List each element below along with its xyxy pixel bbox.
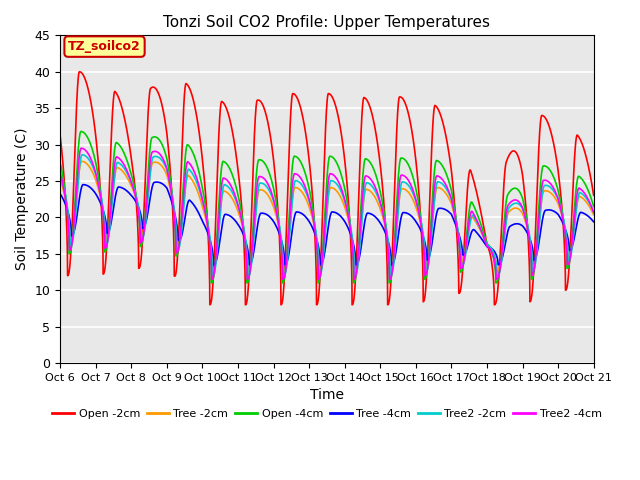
Tree2 -4cm <box>56 170 64 176</box>
Tree2 -2cm <box>425 258 433 264</box>
Tree -2cm <box>468 214 476 220</box>
Tree2 -4cm <box>90 164 98 170</box>
Tree -2cm <box>90 172 98 178</box>
Open -2cm <box>120 112 127 118</box>
Open -2cm <box>120 115 128 121</box>
Line: Tree2 -2cm: Tree2 -2cm <box>60 155 594 276</box>
Tree -2cm <box>120 170 128 176</box>
Open -2cm <box>56 133 64 139</box>
Tree -4cm <box>120 186 127 192</box>
Line: Open -2cm: Open -2cm <box>60 72 594 305</box>
Tree -2cm <box>425 253 433 259</box>
Tree -4cm <box>90 188 98 194</box>
Open -4cm <box>77 129 84 134</box>
Tree -4cm <box>56 191 64 197</box>
Tree2 -4cm <box>120 161 127 167</box>
Open -2cm <box>90 119 98 124</box>
Tree2 -4cm <box>223 177 230 182</box>
Open -2cm <box>206 302 214 308</box>
Line: Tree2 -4cm: Tree2 -4cm <box>60 148 594 279</box>
Legend: Open -2cm, Tree -2cm, Open -4cm, Tree -4cm, Tree2 -2cm, Tree2 -4cm: Open -2cm, Tree -2cm, Open -4cm, Tree -4… <box>47 404 606 423</box>
Tree -4cm <box>425 254 433 260</box>
Open -2cm <box>223 105 230 111</box>
Tree2 -2cm <box>223 182 230 188</box>
Tree -4cm <box>120 186 128 192</box>
Tree -4cm <box>153 179 161 185</box>
Tree2 -2cm <box>90 167 98 172</box>
Open -2cm <box>468 173 476 179</box>
Tree2 -2cm <box>78 152 86 157</box>
Tree2 -4cm <box>468 209 476 215</box>
Tree -2cm <box>78 158 86 164</box>
Line: Tree -2cm: Tree -2cm <box>60 161 594 272</box>
Tree2 -2cm <box>120 165 127 170</box>
Tree -2cm <box>208 269 216 275</box>
Open -4cm <box>207 280 215 286</box>
Tree -2cm <box>56 177 64 183</box>
Title: Tonzi Soil CO2 Profile: Upper Temperatures: Tonzi Soil CO2 Profile: Upper Temperatur… <box>163 15 490 30</box>
Tree2 -4cm <box>208 276 216 282</box>
Tree2 -2cm <box>56 171 64 177</box>
Tree2 -2cm <box>209 273 216 278</box>
Open -2cm <box>425 217 433 223</box>
Y-axis label: Soil Temperature (C): Soil Temperature (C) <box>15 128 29 270</box>
Tree -4cm <box>590 219 598 225</box>
Open -4cm <box>120 149 127 155</box>
Tree -4cm <box>468 228 476 233</box>
Tree2 -4cm <box>590 210 598 216</box>
Tree -2cm <box>590 212 598 217</box>
Tree -4cm <box>223 212 230 217</box>
Tree2 -2cm <box>590 209 598 215</box>
Open -2cm <box>590 192 598 198</box>
Text: TZ_soilco2: TZ_soilco2 <box>68 40 141 53</box>
Open -4cm <box>468 200 476 206</box>
Tree2 -4cm <box>77 145 85 151</box>
Tree2 -2cm <box>468 212 476 218</box>
Line: Open -4cm: Open -4cm <box>60 132 594 283</box>
Open -4cm <box>120 151 128 157</box>
Tree -4cm <box>210 262 218 268</box>
Open -4cm <box>56 160 64 166</box>
Tree -2cm <box>120 169 127 175</box>
Line: Tree -4cm: Tree -4cm <box>60 182 594 265</box>
Open -4cm <box>425 249 433 255</box>
Tree2 -4cm <box>120 163 128 168</box>
Tree2 -4cm <box>425 253 433 259</box>
Open -4cm <box>590 204 598 209</box>
Open -4cm <box>90 152 98 158</box>
Tree2 -2cm <box>120 166 128 171</box>
Open -2cm <box>76 69 83 74</box>
Open -4cm <box>223 160 230 166</box>
X-axis label: Time: Time <box>310 388 344 402</box>
Tree -2cm <box>223 189 230 195</box>
